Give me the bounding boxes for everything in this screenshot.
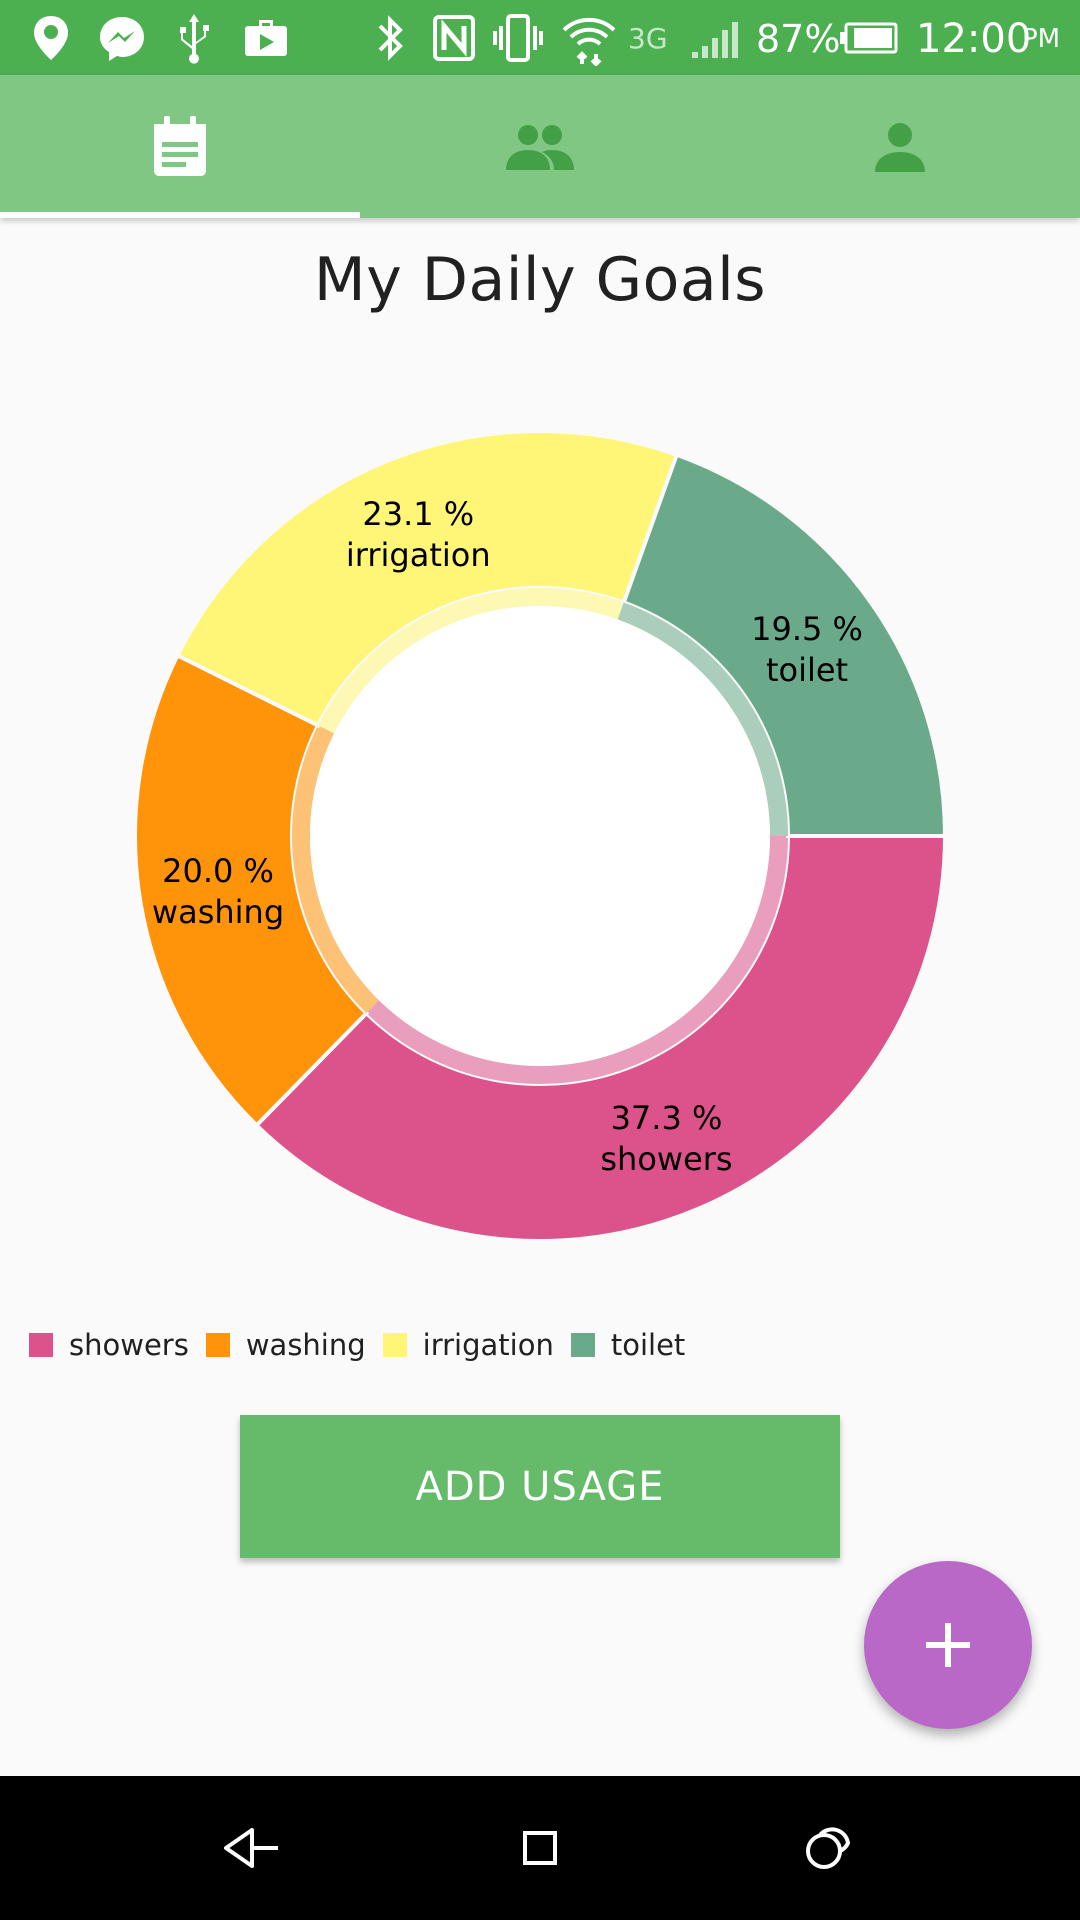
home-button[interactable] (440, 1776, 640, 1920)
pie-slice-washing (133, 652, 370, 1129)
nfc-icon (433, 15, 475, 61)
clock-label: 12:00 (916, 16, 1032, 62)
back-button[interactable] (152, 1776, 352, 1920)
slice-name-label: toilet (766, 651, 848, 689)
donut-hole (310, 606, 770, 1066)
bluetooth-icon (378, 15, 403, 61)
pie-slice-showers (253, 834, 948, 1243)
battery-percent-label: 87% (756, 17, 841, 61)
legend-item-toilet: toilet (570, 1328, 686, 1362)
wifi-icon (562, 17, 616, 66)
system-nav-bar (0, 1776, 1080, 1920)
calendar-icon (154, 115, 206, 176)
legend-label: irrigation (422, 1328, 554, 1362)
slice-name-label: washing (152, 893, 284, 931)
legend-label: toilet (610, 1328, 686, 1362)
slice-name-label: irrigation (346, 536, 491, 574)
legend-swatch (570, 1333, 595, 1357)
briefcase-icon (245, 20, 287, 56)
clock-ampm-label: PM (1022, 24, 1061, 54)
vibrate-icon (493, 14, 543, 62)
signal-icon (692, 22, 738, 58)
legend-item-washing: washing (205, 1328, 366, 1362)
battery-icon (840, 22, 898, 54)
slice-name-label: showers (600, 1140, 732, 1178)
pie-slice-ring-washing (291, 725, 380, 1014)
home-icon (523, 1831, 557, 1865)
legend-swatch (29, 1333, 53, 1357)
plus-icon (926, 1623, 970, 1667)
usb-icon (180, 14, 209, 64)
people-icon (506, 124, 574, 170)
page-title: My Daily Goals (313, 245, 767, 315)
legend-swatch (382, 1333, 407, 1357)
legend-label: showers (69, 1328, 189, 1362)
status-bar: 3G 87% 12:00 PM (0, 0, 1080, 75)
add-fab-button[interactable] (864, 1561, 1032, 1729)
messenger-icon (100, 17, 144, 61)
location-icon (34, 16, 68, 60)
recents-button[interactable] (728, 1776, 928, 1920)
slice-percent-label: 37.3 % (611, 1099, 723, 1137)
network-type-label: 3G (628, 22, 668, 55)
recents-icon (806, 1827, 851, 1869)
pie-slice-toilet (621, 452, 948, 838)
legend-item-irrigation: irrigation (382, 1328, 554, 1362)
pie-slice-irrigation (174, 429, 680, 729)
slice-percent-label: 19.5 % (751, 610, 863, 648)
tab-selected-indicator (0, 212, 360, 218)
legend-label: washing (245, 1328, 366, 1362)
pie-slice-ring-showers (366, 836, 788, 1084)
tab-community[interactable] (360, 75, 720, 218)
tab-bar (0, 75, 1080, 218)
tab-profile[interactable] (720, 75, 1080, 218)
person-icon (875, 122, 925, 172)
legend-swatch (205, 1333, 230, 1357)
tab-goals[interactable] (0, 75, 360, 218)
pie-slice-ring-irrigation (318, 588, 624, 734)
legend-item-showers: showers (29, 1328, 189, 1362)
add-usage-button[interactable]: ADD USAGE (240, 1415, 840, 1558)
chart-legend: showers washing irrigation toilet (29, 1325, 702, 1365)
pie-slice-ring-toilet (617, 602, 788, 836)
slice-percent-label: 20.0 % (162, 852, 274, 890)
back-icon (224, 1828, 278, 1868)
slice-percent-label: 23.1 % (362, 495, 474, 533)
